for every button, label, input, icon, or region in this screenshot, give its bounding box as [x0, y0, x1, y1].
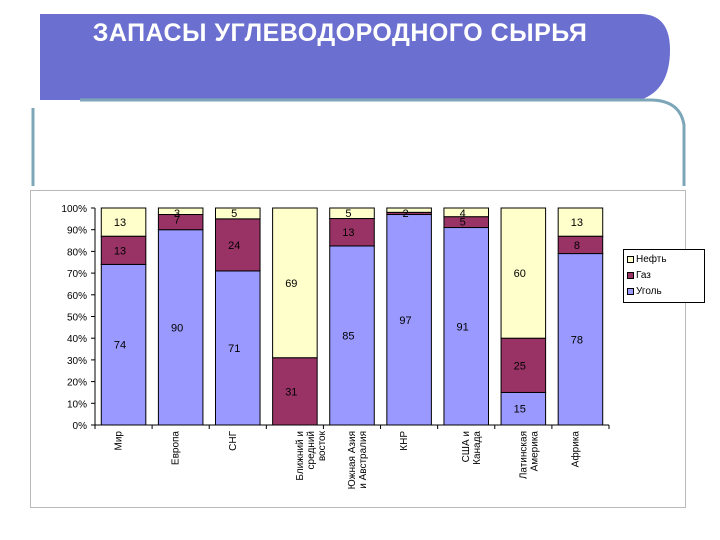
- bar-segment: [386, 207, 432, 213]
- bar-segment: [386, 214, 432, 426]
- y-tick-label: 50%: [67, 313, 87, 324]
- data-label: 3: [174, 208, 180, 220]
- data-label: 24: [228, 240, 240, 252]
- category-label: Южная Азияи Австралия: [347, 431, 369, 489]
- bar-segment: [157, 214, 204, 231]
- category-label: Ближний исреднийвосток: [295, 430, 328, 480]
- data-label: 60: [514, 268, 526, 280]
- bar-segment: [157, 229, 204, 426]
- legend-swatch: [627, 287, 634, 295]
- bar-segment: [215, 207, 261, 220]
- bar-segment: [557, 253, 604, 426]
- data-label: 85: [342, 330, 354, 342]
- data-label: 74: [114, 340, 126, 352]
- data-label: 90: [171, 322, 183, 334]
- category-label: Мир: [114, 431, 125, 451]
- data-label: 4: [460, 208, 466, 220]
- data-label: 97: [399, 315, 411, 327]
- data-label: 69: [285, 278, 297, 290]
- legend-swatch: [627, 255, 634, 263]
- y-tick-label: 20%: [67, 378, 87, 389]
- bar-segment: [329, 245, 375, 426]
- bar-segment: [557, 235, 604, 255]
- y-tick-label: 10%: [67, 399, 87, 410]
- data-label: 13: [571, 217, 583, 229]
- bar-segment: [100, 207, 147, 237]
- y-tick-label: 30%: [67, 356, 87, 367]
- bar-segment: [329, 218, 375, 247]
- data-label: 15: [514, 404, 526, 416]
- bar-segment: [100, 263, 147, 426]
- slide-title: ЗАПАСЫ УГЛЕВОДОРОДНОГО СЫРЬЯ: [92, 19, 588, 47]
- y-tick-label: 80%: [67, 247, 87, 258]
- legend-entry: Нефть: [627, 253, 667, 267]
- chart-legend: Нефть Газ Уголь: [623, 249, 705, 303]
- y-tick-label: 100%: [61, 204, 87, 215]
- bar-segment: [557, 207, 604, 237]
- chart-panel: 0% 10% 20% 30% 40% 50% 60% 70% 80% 90% 100% 74 13 13 М…: [30, 190, 705, 508]
- data-label: 7: [174, 215, 180, 227]
- data-label: 78: [571, 334, 583, 346]
- legend-entry: Уголь: [627, 285, 662, 299]
- data-label: 5: [345, 208, 351, 220]
- data-label: 5: [231, 208, 237, 220]
- bar-segment: [500, 337, 547, 393]
- bar-segment: [443, 207, 489, 218]
- legend-label: Уголь: [636, 286, 662, 297]
- data-label: 13: [342, 227, 354, 239]
- bar-segment: [157, 207, 204, 216]
- data-label: 2: [402, 208, 408, 220]
- y-tick-label: 40%: [67, 334, 87, 345]
- bar-segment: [443, 216, 489, 229]
- data-label: 91: [457, 321, 469, 333]
- data-label: 8: [574, 240, 580, 252]
- banner-accent-line: [80, 98, 686, 186]
- data-label: 13: [114, 245, 126, 257]
- bar-segment: [500, 391, 547, 426]
- banner-shape: [40, 14, 670, 100]
- y-tick-label: 90%: [67, 226, 87, 237]
- category-label: Европа: [171, 431, 182, 466]
- data-label: 5: [460, 217, 466, 229]
- legend-entry: Газ: [627, 269, 651, 283]
- data-label: 25: [514, 360, 526, 372]
- y-tick-label: 0%: [73, 421, 88, 432]
- bar-segment: [272, 207, 318, 359]
- category-label: КНР: [399, 431, 410, 451]
- bar-segment: [215, 218, 261, 272]
- bar-segment: [329, 207, 375, 220]
- bar-segment: [500, 207, 547, 339]
- data-label: 71: [228, 343, 240, 355]
- legend-label: Газ: [636, 270, 651, 281]
- category-label: СНГ: [228, 430, 239, 450]
- legend-label: Нефть: [636, 254, 667, 265]
- legend-swatch: [627, 271, 634, 279]
- y-tick-label: 70%: [67, 269, 87, 280]
- category-label: ЛатинскаяАмерика: [518, 431, 540, 480]
- data-label: 31: [285, 386, 297, 398]
- y-tick-label: 60%: [67, 291, 87, 302]
- data-label: 13: [114, 217, 126, 229]
- category-label: Африка: [569, 431, 581, 468]
- title-banner: [31, 14, 686, 186]
- stacked-bar-chart: 0%10%20%30%40%50%60%70%80%90%100%741313М…: [61, 204, 610, 489]
- category-label: США иКанада: [461, 431, 483, 465]
